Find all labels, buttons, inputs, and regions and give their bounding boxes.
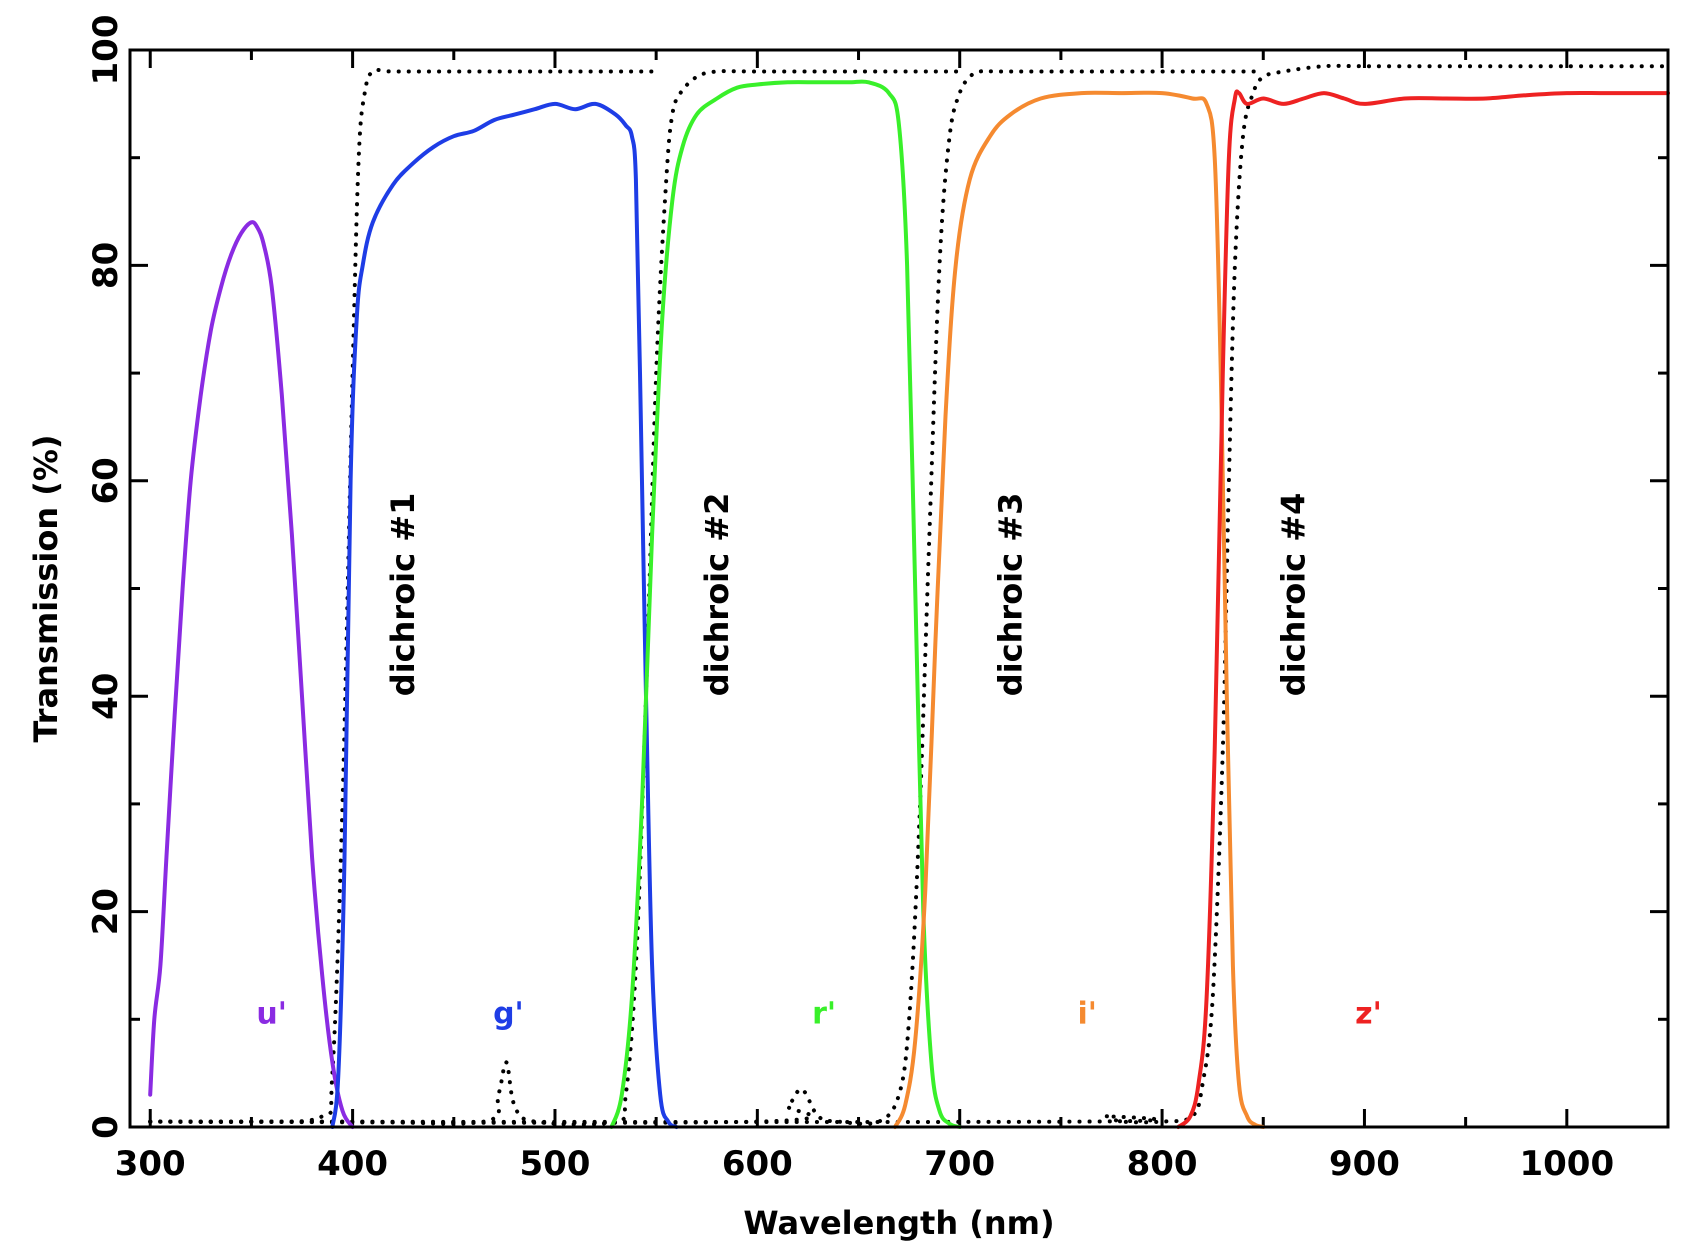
x-tick-label-400: 400 (317, 1144, 388, 1184)
plot-frame (128, 48, 1670, 1129)
y-tick-label-0: 0 (86, 1115, 126, 1139)
y-tick-label-80: 80 (86, 242, 126, 289)
y-axis-title: Transmission (%) (27, 434, 65, 742)
annotation-dichroic-2: dichroic #2 (698, 493, 736, 697)
annotation-dichroic-4: dichroic #4 (1275, 493, 1313, 697)
y-tick-label-20: 20 (86, 888, 126, 935)
series-dichroic-4 (148, 63, 1670, 1125)
band-label-r: r' (812, 996, 836, 1031)
x-axis-title: Wavelength (nm) (743, 1204, 1054, 1242)
y-tick-label-40: 40 (86, 673, 126, 720)
x-tick-label-800: 800 (1127, 1144, 1198, 1184)
annotation-dichroic-3: dichroic #3 (991, 493, 1029, 697)
series-dichroic-2 (148, 69, 962, 1127)
band-label-i: i' (1077, 996, 1096, 1031)
series-i (893, 90, 1266, 1129)
band-label-z: z' (1355, 996, 1382, 1031)
series-layer (148, 63, 1670, 1129)
y-tick-label-60: 60 (86, 457, 126, 504)
annotation-dichroic-1: dichroic #1 (384, 493, 422, 697)
band-label-u: u' (256, 996, 287, 1031)
x-tick-label-300: 300 (115, 1144, 186, 1184)
series-r (609, 79, 962, 1129)
x-tick-label-700: 700 (924, 1144, 995, 1184)
x-tick-label-1000: 1000 (1519, 1144, 1614, 1184)
series-z (1176, 89, 1670, 1129)
x-tick-label-900: 900 (1329, 1144, 1400, 1184)
series-u (148, 220, 355, 1129)
band-label-g: g' (493, 996, 524, 1031)
x-tick-label-500: 500 (519, 1144, 590, 1184)
annotation-layer: dichroic #1 dichroic #2 dichroic #3 dichroi… (256, 493, 1381, 1032)
ticks-layer: 300 400 500 600 700 800 900 1000 0 20 40 60 80 100 (86, 15, 1670, 1184)
series-dichroic-3 (148, 69, 1266, 1126)
x-tick-label-600: 600 (722, 1144, 793, 1184)
y-tick-label-100: 100 (86, 15, 126, 86)
